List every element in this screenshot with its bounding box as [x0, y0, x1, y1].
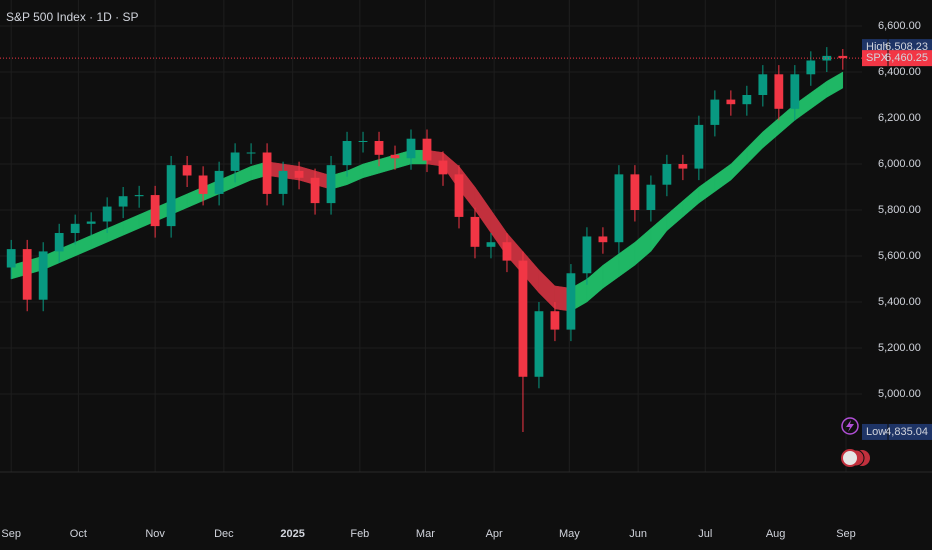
lightning-icon	[846, 420, 854, 432]
candle-body	[390, 154, 400, 159]
candle-body	[726, 99, 736, 105]
candle-body	[534, 311, 544, 377]
x-tick-label: Apr	[486, 528, 503, 540]
candle-body	[774, 74, 784, 109]
candle-body	[70, 223, 80, 234]
candle-body	[822, 55, 832, 61]
candle-body	[22, 249, 32, 300]
candle-body	[438, 160, 448, 175]
candle-body	[470, 216, 480, 247]
candle-body	[742, 94, 752, 105]
y-tick-label: 5,200.00	[878, 342, 921, 354]
chart-title: S&P 500 Index · 1D · SP	[6, 10, 139, 24]
price-marker-label: 6,460.25	[885, 52, 928, 64]
price-marker-label: 4,835.04	[885, 426, 928, 438]
price-marker-name: SPX	[866, 52, 889, 64]
candle-body	[486, 242, 496, 247]
candle-body	[38, 251, 48, 300]
x-tick-label: Nov	[145, 528, 165, 540]
candle-body	[422, 138, 432, 161]
candle-body	[166, 165, 176, 227]
x-tick-label: Dec	[214, 528, 234, 540]
candle-body	[214, 170, 224, 194]
candle-body	[630, 174, 640, 211]
candle-body	[326, 165, 336, 204]
candle-body	[758, 74, 768, 95]
candle-body	[6, 249, 16, 268]
x-tick-label: Sep	[1, 528, 21, 540]
candle-body	[102, 206, 112, 222]
candle-body	[710, 99, 720, 125]
candle-body	[678, 164, 688, 169]
price-marker	[862, 423, 932, 440]
candle-body	[262, 152, 272, 194]
candle-body	[150, 195, 160, 227]
price-marker	[862, 50, 932, 67]
candle-body	[118, 196, 128, 207]
y-tick-label: 5,800.00	[878, 204, 921, 216]
candle-body	[614, 174, 624, 243]
candle-body	[86, 221, 96, 224]
x-tick-label: Sep	[836, 528, 856, 540]
grid	[0, 0, 862, 472]
candle-body	[358, 141, 368, 143]
candle-body	[198, 175, 208, 194]
labels: 5,000.00 5,200.00 5,400.00 5,600.00 5,800.00…	[1, 20, 932, 540]
candle-body	[406, 138, 416, 159]
x-tick-label: Oct	[70, 528, 87, 540]
y-tick-label: 5,400.00	[878, 296, 921, 308]
candle-body	[182, 165, 192, 176]
candle-body	[54, 233, 64, 252]
candle-body	[550, 311, 560, 330]
x-tick-label: Aug	[766, 528, 786, 540]
candle-body	[790, 74, 800, 109]
band-segment	[826, 71, 844, 98]
candle-body	[502, 242, 512, 261]
candle-body	[598, 236, 608, 243]
candle-body	[518, 260, 528, 377]
candle-body	[646, 184, 656, 211]
candle-body	[310, 177, 320, 204]
y-tick-label: 6,000.00	[878, 158, 921, 170]
price-marker-label: 6,508.23	[885, 41, 928, 53]
candle-body	[806, 60, 816, 75]
candle-body	[454, 174, 464, 217]
y-tick-label: 6,600.00	[878, 20, 921, 32]
candle-body	[566, 273, 576, 330]
y-tick-label: 6,200.00	[878, 112, 921, 124]
candle-body	[230, 152, 240, 171]
y-tick-label: 6,400.00	[878, 66, 921, 78]
candle-body	[134, 195, 144, 197]
price-marker-name: High	[866, 41, 889, 53]
candle-body	[582, 236, 592, 274]
candle-body	[278, 170, 288, 194]
y-tick-label: 5,600.00	[878, 250, 921, 262]
candle-body	[838, 55, 848, 59]
candle-body	[374, 141, 384, 155]
x-tick-label: May	[559, 528, 580, 540]
candle-body	[294, 170, 304, 178]
price-marker-name: Low	[866, 426, 886, 438]
x-tick-label: Mar	[416, 528, 435, 540]
flag-icon[interactable]	[841, 449, 859, 467]
candle-body	[662, 164, 672, 185]
x-tick-label: Jun	[629, 528, 647, 540]
y-tick-label: 5,000.00	[878, 388, 921, 400]
candle-body	[246, 152, 256, 154]
plot	[0, 47, 862, 432]
candle-body	[694, 124, 704, 169]
event-icon[interactable]	[841, 417, 859, 435]
x-tick-label: Feb	[350, 528, 369, 540]
x-tick-label: 2025	[280, 528, 304, 540]
x-tick-label: Jul	[698, 528, 712, 540]
candle-body	[342, 141, 352, 166]
